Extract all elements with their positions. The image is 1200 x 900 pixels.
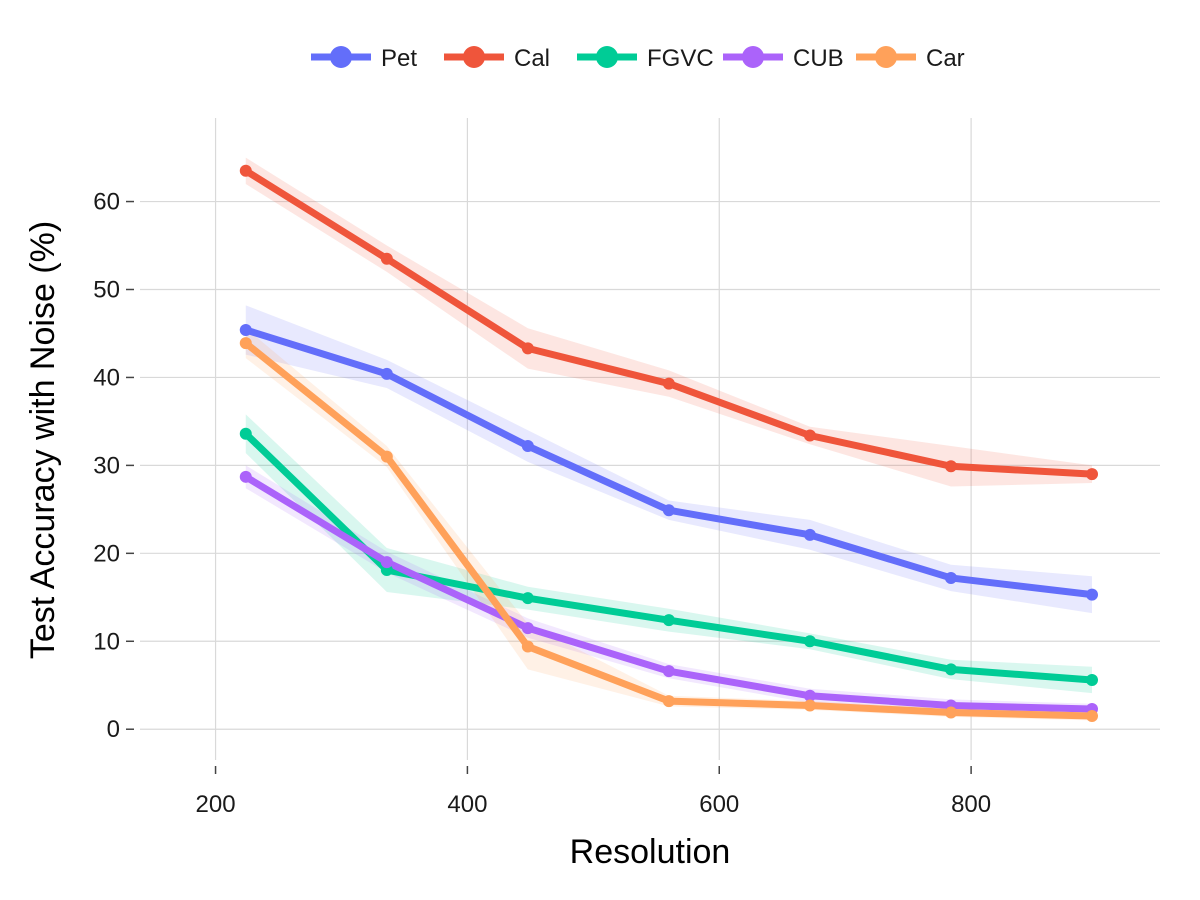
- legend-item-cub[interactable]: CUB: [723, 45, 844, 72]
- data-point-cub: [380, 556, 393, 569]
- series-points: [239, 164, 1098, 723]
- y-tick-label: 10: [93, 628, 120, 655]
- data-point-fgvc: [1086, 673, 1098, 686]
- legend-item-pet[interactable]: Pet: [311, 45, 417, 72]
- legend-label: CUB: [793, 45, 844, 72]
- data-point-pet: [803, 528, 816, 541]
- legend-label: Car: [926, 45, 965, 72]
- y-axis-title: Test Accuracy with Noise (%): [24, 221, 62, 659]
- data-point-cub: [521, 622, 534, 635]
- data-point-fgvc: [803, 635, 816, 648]
- legend-item-fgvc[interactable]: FGVC: [577, 45, 714, 72]
- data-point-cal: [380, 252, 393, 265]
- legend-swatch-marker: [875, 46, 897, 68]
- y-tick-label: 0: [107, 716, 120, 743]
- legend-item-car[interactable]: Car: [856, 45, 965, 72]
- data-point-fgvc: [662, 614, 675, 627]
- band-cub: [245, 465, 1092, 715]
- y-tick-label: 50: [93, 276, 120, 303]
- x-axis-title: Resolution: [570, 833, 731, 871]
- data-point-cal: [803, 429, 816, 442]
- legend-swatch-marker: [742, 46, 764, 68]
- data-point-car: [803, 699, 816, 712]
- data-point-cal: [521, 342, 534, 355]
- legend-swatch-marker: [330, 46, 352, 68]
- data-point-cal: [1086, 468, 1098, 481]
- data-point-car: [662, 695, 675, 708]
- data-point-pet: [239, 323, 252, 336]
- y-tick-label: 40: [93, 364, 120, 391]
- data-point-fgvc: [239, 427, 252, 440]
- data-point-cub: [803, 689, 816, 702]
- series-lines: [242, 167, 1096, 720]
- data-point-cal: [239, 164, 252, 177]
- data-point-car: [1086, 710, 1098, 723]
- legend[interactable]: Pet Cal FGVC CUB Car: [311, 45, 965, 72]
- data-point-cub: [239, 470, 252, 483]
- legend-item-cal[interactable]: Cal: [444, 45, 550, 72]
- data-point-fgvc: [944, 663, 957, 676]
- series-line-car: [242, 339, 1096, 720]
- data-point-cal: [662, 377, 675, 390]
- series-line-cal: [242, 167, 1096, 478]
- data-point-pet: [521, 440, 534, 453]
- data-point-fgvc: [521, 592, 534, 605]
- data-point-car: [380, 450, 393, 463]
- data-point-car: [944, 706, 957, 719]
- y-tick-label: 30: [93, 452, 120, 479]
- axes: 200 400 600 800 0 10 20 30 40 50 60: [93, 189, 991, 818]
- data-point-cub: [662, 665, 675, 678]
- band-fgvc: [245, 414, 1092, 694]
- confidence-bands: [245, 157, 1092, 721]
- data-point-car: [521, 640, 534, 653]
- data-point-car: [239, 337, 252, 350]
- legend-swatch-marker: [596, 46, 618, 68]
- data-point-pet: [944, 571, 957, 584]
- legend-swatch-marker: [463, 46, 485, 68]
- x-tick-label: 400: [447, 791, 487, 818]
- data-point-pet: [380, 367, 393, 380]
- data-point-pet: [662, 504, 675, 517]
- x-tick-label: 200: [196, 791, 236, 818]
- data-point-pet: [1086, 588, 1098, 601]
- y-tick-label: 60: [93, 189, 120, 216]
- legend-label: FGVC: [647, 45, 714, 72]
- legend-label: Pet: [381, 45, 417, 72]
- data-point-cal: [944, 460, 957, 473]
- legend-label: Cal: [514, 45, 550, 72]
- y-tick-label: 20: [93, 540, 120, 567]
- x-tick-label: 800: [951, 791, 991, 818]
- x-tick-label: 600: [699, 791, 739, 818]
